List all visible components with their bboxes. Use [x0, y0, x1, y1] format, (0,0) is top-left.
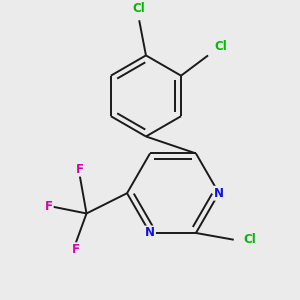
Text: F: F: [72, 243, 80, 256]
Text: F: F: [45, 200, 53, 213]
Text: Cl: Cl: [243, 233, 256, 246]
Text: Cl: Cl: [215, 40, 228, 53]
Text: N: N: [214, 187, 224, 200]
Text: F: F: [76, 163, 84, 176]
Text: N: N: [145, 226, 155, 239]
Text: Cl: Cl: [133, 2, 146, 15]
